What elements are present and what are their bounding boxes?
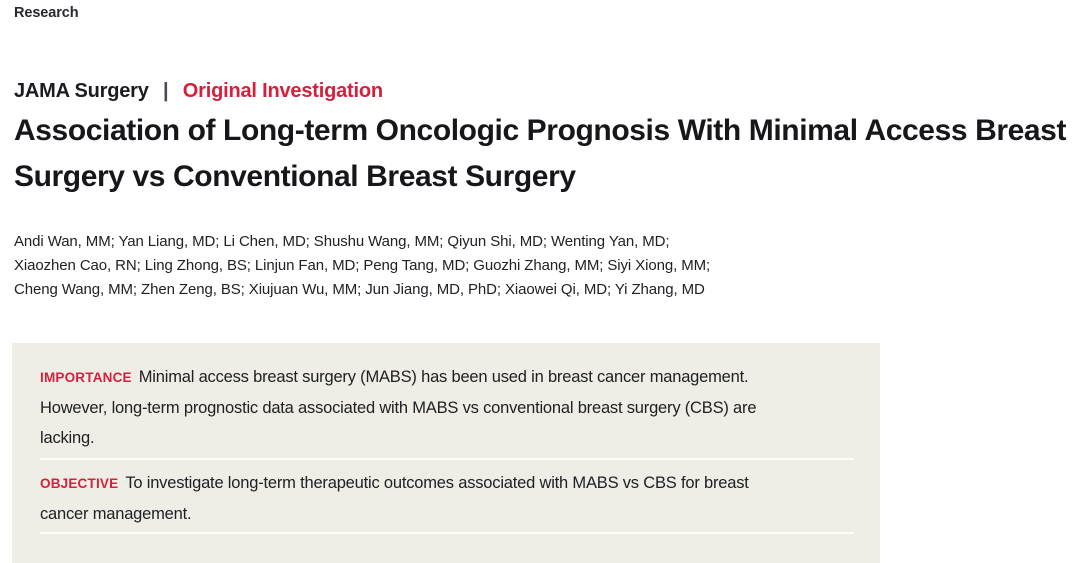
author-byline: Andi Wan, MM; Yan Liang, MD; Li Chen, MD… [14,230,710,302]
abstract-box: IMPORTANCE Minimal access breast surgery … [12,343,880,563]
section-divider [40,532,854,534]
authors-line-3: Cheng Wang, MM; Zhen Zeng, BS; Xiujuan W… [14,281,705,298]
article-title: Association of Long-term Oncologic Progn… [14,114,1067,193]
abstract-section-importance: IMPORTANCE Minimal access breast surgery … [40,362,788,453]
authors-line-2: Xiaozhen Cao, RN; Ling Zhong, BS; Linjun… [14,257,711,274]
importance-label: IMPORTANCE [40,370,132,385]
section-divider [40,458,854,460]
importance-text: Minimal access breast surgery (MABS) has… [40,368,757,447]
article-page: { "page": { "kicker": "Research", "journ… [12,5,1067,563]
authors-line-1: Andi Wan, MM; Yan Liang, MD; Li Chen, MD… [14,233,670,250]
objective-label: OBJECTIVE [40,476,119,491]
journal-name: JAMA Surgery [14,80,149,102]
journal-header: JAMA Surgery | Original Investigation [14,78,383,104]
abstract-section-objective: OBJECTIVE To investigate long-term therap… [40,468,788,529]
section-kicker: Research [14,5,79,21]
divider-pipe: | [163,80,169,102]
article-type-label: Original Investigation [182,80,383,102]
objective-text: To investigate long-term therapeutic out… [40,474,749,523]
